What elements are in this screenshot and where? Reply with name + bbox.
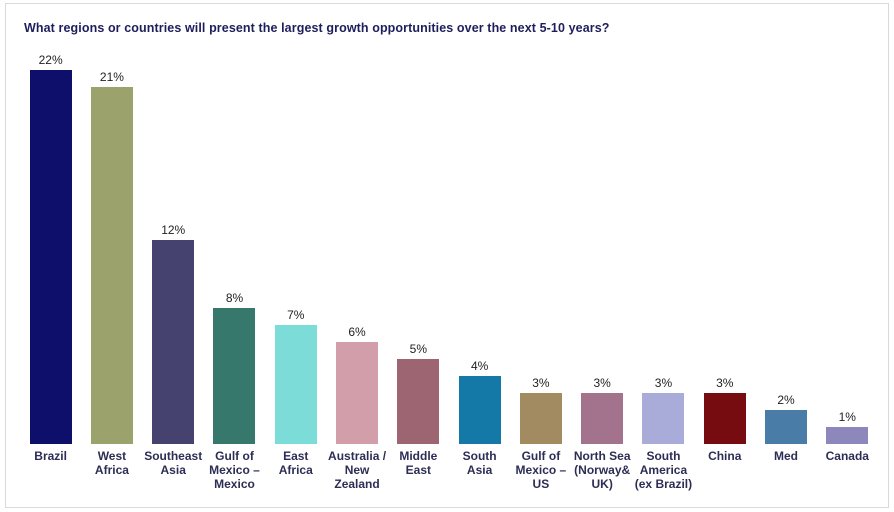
- bar-value-label: 3%: [716, 376, 734, 390]
- category-label: West Africa: [94, 449, 129, 478]
- bar-stack: 3%: [581, 52, 624, 444]
- bar-value-label: 6%: [348, 325, 366, 339]
- bar: [274, 325, 317, 444]
- bar-column: 3% North Sea (Norway& UK): [572, 52, 633, 491]
- bar-column: 22% Brazil: [20, 52, 81, 463]
- bar-column: 3% South America (ex Brazil): [633, 52, 694, 491]
- bar-column: 4% South Asia: [449, 52, 510, 477]
- category-label: South Asia: [462, 449, 497, 478]
- bar-value-label: 2%: [777, 393, 795, 407]
- bar: [581, 393, 624, 444]
- bar-stack: 8%: [213, 52, 256, 444]
- bar-column: 2% Med: [755, 52, 816, 463]
- bar-value-label: 3%: [654, 376, 673, 390]
- category-label: China: [708, 449, 742, 463]
- category-label: Brazil: [34, 449, 67, 463]
- category-label: Gulf of Mexico – US: [515, 449, 567, 492]
- bar: [29, 70, 72, 444]
- chart-title: What regions or countries will present t…: [24, 21, 610, 35]
- bar-value-label: 4%: [470, 359, 489, 373]
- bar-stack: 4%: [458, 52, 501, 444]
- chart-frame: What regions or countries will present t…: [5, 3, 889, 508]
- bar-stack: 3%: [642, 52, 685, 444]
- bar-value-label: 3%: [593, 376, 611, 390]
- category-label: Gulf of Mexico – Mexico: [209, 449, 260, 492]
- category-label: South America (ex Brazil): [634, 449, 693, 492]
- category-label: Middle East: [399, 449, 438, 478]
- bar-value-label: 22%: [38, 53, 63, 67]
- bar: [90, 87, 133, 444]
- bar-stack: 3%: [519, 52, 562, 444]
- bar-stack: 21%: [90, 52, 133, 444]
- category-label: Canada: [825, 449, 869, 463]
- bar-column: 21% West Africa: [81, 52, 142, 477]
- bar: [152, 240, 195, 444]
- bar-value-label: 21%: [99, 70, 124, 84]
- category-label: North Sea (Norway& UK): [573, 449, 631, 492]
- bar-chart: 22% Brazil 21% West Africa 12% Southeast Asia…: [20, 52, 878, 493]
- bar: [765, 410, 808, 444]
- bar-column: 5% Middle East: [388, 52, 449, 477]
- bar-value-label: 3%: [532, 376, 550, 390]
- bar-column: 7% East Africa: [265, 52, 326, 477]
- bar-column: 1% Canada: [817, 52, 878, 463]
- bar-value-label: 5%: [409, 342, 427, 356]
- bar-stack: 22%: [29, 52, 72, 444]
- bar-column: 8% Gulf of Mexico – Mexico: [204, 52, 265, 491]
- bar-stack: 12%: [152, 52, 195, 444]
- bar: [458, 376, 501, 444]
- bar: [703, 393, 746, 444]
- bar-value-label: 1%: [838, 410, 856, 424]
- bar-stack: 2%: [765, 52, 808, 444]
- bar-value-label: 12%: [161, 223, 186, 237]
- bar: [642, 393, 685, 444]
- bar-column: 6% Australia / New Zealand: [326, 52, 387, 491]
- bar-stack: 7%: [274, 52, 317, 444]
- bar-stack: 5%: [397, 52, 440, 444]
- bar-value-label: 7%: [287, 308, 305, 322]
- category-label: Med: [774, 449, 799, 463]
- bar-stack: 6%: [336, 52, 379, 444]
- bar-column: 12% Southeast Asia: [143, 52, 204, 477]
- bar-stack: 1%: [826, 52, 869, 444]
- bar-value-label: 8%: [225, 291, 244, 305]
- bar: [826, 427, 869, 444]
- bar: [397, 359, 440, 444]
- category-label: East Africa: [278, 449, 313, 478]
- bar-column: 3% Gulf of Mexico – US: [510, 52, 571, 491]
- bar: [336, 342, 379, 444]
- bar: [519, 393, 562, 444]
- category-label: Australia / New Zealand: [328, 449, 387, 492]
- bar: [213, 308, 256, 444]
- bar-column: 3% China: [694, 52, 755, 463]
- bar-stack: 3%: [703, 52, 746, 444]
- category-label: Southeast Asia: [144, 449, 203, 478]
